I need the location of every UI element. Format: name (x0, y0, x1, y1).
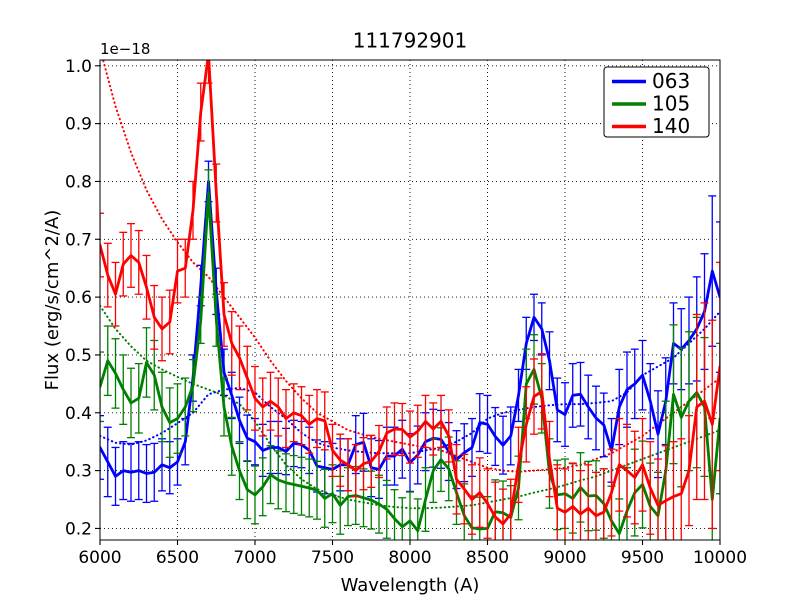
x-tick-label: 8500 (466, 548, 509, 568)
legend-label-063: 063 (652, 69, 690, 93)
y-tick-label: 1.0 (65, 57, 92, 77)
y-axis-label: Flux (erg/s/cm^2/A) (42, 210, 63, 391)
y-tick-label: 0.5 (65, 346, 92, 366)
y-tick-label: 0.7 (65, 230, 92, 250)
y-tick-label: 0.2 (65, 519, 92, 539)
legend-box (603, 66, 710, 138)
x-tick-label: 7000 (233, 548, 276, 568)
legend-label-140: 140 (652, 114, 690, 138)
y-tick-label: 0.4 (65, 404, 92, 424)
x-tick-label: 8000 (388, 548, 431, 568)
y-offset-label: 1e−18 (100, 40, 150, 58)
x-tick-label: 6500 (156, 548, 199, 568)
x-tick-label: 10000 (693, 548, 747, 568)
x-tick-label: 6000 (78, 548, 121, 568)
chart-title: 111792901 (353, 29, 468, 53)
y-tick-label: 0.9 (65, 115, 92, 135)
y-tick-label: 0.3 (65, 462, 92, 482)
x-axis-label: Wavelength (A) (341, 575, 480, 596)
x-tick-label: 9500 (621, 548, 664, 568)
legend-label-105: 105 (652, 92, 690, 116)
x-tick-label: 9000 (543, 548, 586, 568)
y-tick-label: 0.8 (65, 172, 92, 192)
series-line-105 (100, 191, 720, 535)
series-line-140 (100, 60, 720, 526)
x-tick-label: 7500 (311, 548, 354, 568)
y-tick-label: 0.6 (65, 288, 92, 308)
